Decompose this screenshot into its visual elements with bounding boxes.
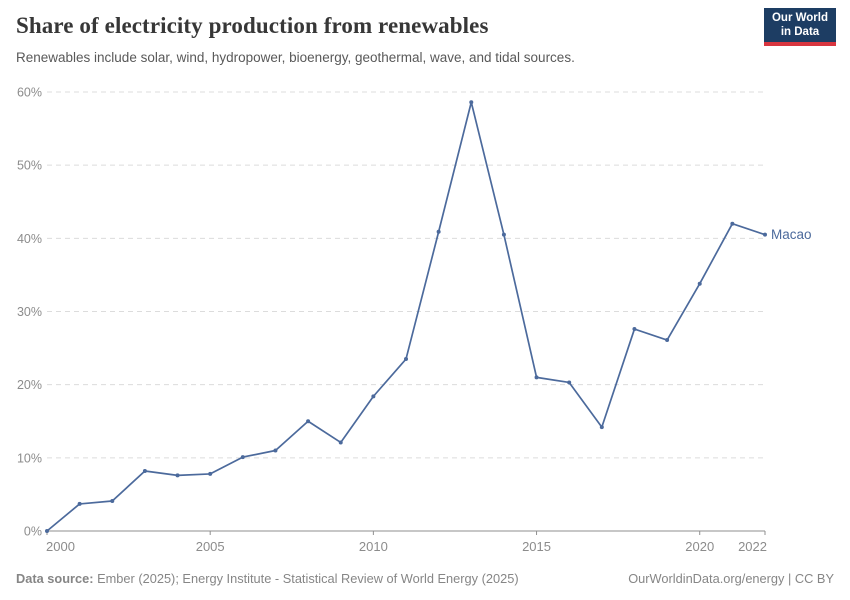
y-tick-label-0: 0% xyxy=(24,525,42,539)
data-point-macao-2000[interactable] xyxy=(45,529,49,533)
x-tick-label-2000: 2000 xyxy=(46,539,75,554)
data-point-macao-2015[interactable] xyxy=(534,375,539,380)
owid-logo[interactable]: Our World in Data xyxy=(764,8,836,46)
y-tick-label-50: 50% xyxy=(17,159,42,173)
data-point-macao-2003[interactable] xyxy=(142,469,147,474)
x-tick-label-2020: 2020 xyxy=(685,539,714,554)
data-point-macao-2013[interactable] xyxy=(469,100,474,105)
owid-logo-line1: Our World xyxy=(771,11,828,24)
data-point-macao-2002[interactable] xyxy=(110,499,115,504)
chart-footer: Data source: Ember (2025); Energy Instit… xyxy=(16,571,834,586)
data-point-macao-2022[interactable] xyxy=(763,232,767,237)
chart-header: Share of electricity production from ren… xyxy=(16,12,756,67)
x-tick-label-2005: 2005 xyxy=(196,539,225,554)
owid-logo-line2: in Data xyxy=(780,26,820,38)
x-tick-label-2015: 2015 xyxy=(522,539,551,554)
license-link[interactable]: OurWorldinData.org/energy | CC BY xyxy=(628,571,834,586)
data-point-macao-2007[interactable] xyxy=(273,448,278,453)
data-point-macao-2017[interactable] xyxy=(599,425,604,430)
data-point-macao-2012[interactable] xyxy=(436,229,441,234)
y-tick-label-30: 30% xyxy=(17,305,42,319)
y-tick-label-20: 20% xyxy=(17,378,42,392)
y-tick-label-60: 60% xyxy=(17,86,42,100)
series-label-macao[interactable]: Macao xyxy=(771,227,812,242)
data-point-macao-2021[interactable] xyxy=(730,221,735,226)
data-point-macao-2016[interactable] xyxy=(567,380,572,385)
y-tick-label-40: 40% xyxy=(17,232,42,246)
data-point-macao-2008[interactable] xyxy=(306,419,311,424)
chart-line-macao[interactable] xyxy=(46,101,766,532)
y-tick-label-10: 10% xyxy=(17,451,42,465)
data-point-macao-2006[interactable] xyxy=(240,455,245,460)
data-point-macao-2009[interactable] xyxy=(338,440,343,445)
data-point-macao-2014[interactable] xyxy=(501,232,506,237)
data-point-macao-2005[interactable] xyxy=(208,471,213,476)
chart-subtitle: Renewables include solar, wind, hydropow… xyxy=(16,49,575,65)
data-point-macao-2011[interactable] xyxy=(404,357,408,362)
data-point-macao-2010[interactable] xyxy=(371,394,376,399)
chart-title: Share of electricity production from ren… xyxy=(16,13,489,38)
x-tick-label-2022: 2022 xyxy=(738,539,767,554)
data-source-value: Ember (2025); Energy Institute - Statist… xyxy=(93,571,519,586)
data-point-macao-2004[interactable] xyxy=(175,473,180,478)
data-source-text: Data source: Ember (2025); Energy Instit… xyxy=(16,571,519,586)
data-point-macao-2018[interactable] xyxy=(632,327,637,332)
data-point-macao-2019[interactable] xyxy=(665,338,670,343)
data-point-macao-2020[interactable] xyxy=(697,281,702,286)
x-tick-label-2010: 2010 xyxy=(359,539,388,554)
data-point-macao-2001[interactable] xyxy=(77,501,82,506)
data-source-label: Data source: xyxy=(16,571,94,586)
